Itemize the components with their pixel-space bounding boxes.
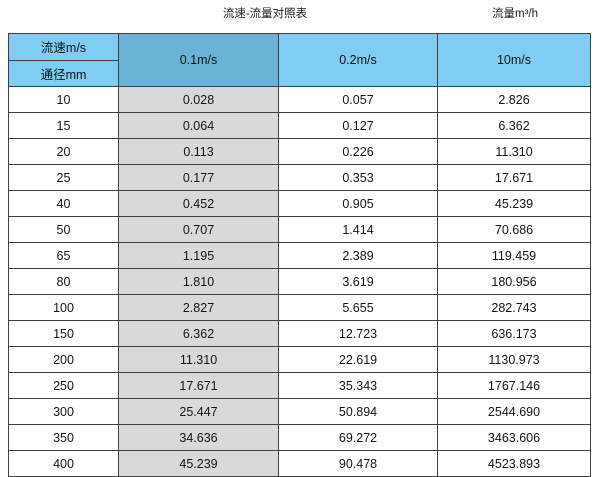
table-row: 65 1.195 2.389 119.459 [8, 242, 591, 269]
cell-diameter: 20 [8, 138, 119, 165]
cell-flow-3: 2544.690 [437, 398, 591, 425]
cell-flow-2: 35.343 [278, 372, 438, 399]
cell-diameter: 25 [8, 164, 119, 191]
cell-diameter: 350 [8, 424, 119, 451]
cell-flow-2: 0.353 [278, 164, 438, 191]
cell-flow-1: 0.113 [118, 138, 279, 165]
cell-diameter: 150 [8, 320, 119, 347]
table-row: 250 17.671 35.343 1767.146 [8, 372, 591, 399]
caption-row: 流速-流量对照表 流量m³/h [0, 0, 600, 33]
cell-diameter: 250 [8, 372, 119, 399]
cell-flow-2: 5.655 [278, 294, 438, 321]
table-row: 350 34.636 69.272 3463.606 [8, 424, 591, 451]
cell-flow-1: 0.177 [118, 164, 279, 191]
cell-flow-2: 1.414 [278, 216, 438, 243]
cell-flow-2: 0.127 [278, 112, 438, 139]
table-row: 80 1.810 3.619 180.956 [8, 268, 591, 295]
table-row: 150 6.362 12.723 636.173 [8, 320, 591, 347]
cell-diameter: 50 [8, 216, 119, 243]
cell-flow-1: 1.195 [118, 242, 279, 269]
cell-diameter: 400 [8, 450, 119, 477]
page-title: 流速-流量对照表 [222, 8, 308, 20]
cell-flow-3: 70.686 [437, 216, 591, 243]
table-row: 15 0.064 0.127 6.362 [8, 112, 591, 139]
cell-flow-3: 11.310 [437, 138, 591, 165]
table-row: 50 0.707 1.414 70.686 [8, 216, 591, 243]
cell-flow-2: 12.723 [278, 320, 438, 347]
cell-flow-2: 2.389 [278, 242, 438, 269]
table-row: 200 11.310 22.619 1130.973 [8, 346, 591, 373]
cell-flow-3: 3463.606 [437, 424, 591, 451]
cell-flow-1: 25.447 [118, 398, 279, 425]
cell-flow-3: 17.671 [437, 164, 591, 191]
table-row: 400 45.239 90.478 4523.893 [8, 450, 591, 477]
cell-flow-2: 50.894 [278, 398, 438, 425]
cell-flow-3: 119.459 [437, 242, 591, 269]
cell-flow-3: 282.743 [437, 294, 591, 321]
cell-flow-1: 2.827 [118, 294, 279, 321]
cell-diameter: 200 [8, 346, 119, 373]
header-diameter-label: 通径mm [8, 59, 119, 87]
cell-flow-2: 69.272 [278, 424, 438, 451]
table-header-row-1: 流速m/s 0.1m/s 0.2m/s 10m/s [8, 33, 591, 87]
cell-flow-3: 1130.973 [437, 346, 591, 373]
cell-flow-3: 6.362 [437, 112, 591, 139]
cell-flow-2: 22.619 [278, 346, 438, 373]
table-row: 20 0.113 0.226 11.310 [8, 138, 591, 165]
table-row: 10 0.028 0.057 2.826 [8, 86, 591, 113]
cell-flow-3: 636.173 [437, 320, 591, 347]
cell-flow-1: 0.452 [118, 190, 279, 217]
header-col-velocity-1: 0.1m/s [118, 33, 279, 87]
cell-diameter: 15 [8, 112, 119, 139]
cell-diameter: 40 [8, 190, 119, 217]
header-velocity-label: 流速m/s [8, 33, 119, 61]
table-row: 100 2.827 5.655 282.743 [8, 294, 591, 321]
table-row: 40 0.452 0.905 45.239 [8, 190, 591, 217]
cell-flow-1: 1.810 [118, 268, 279, 295]
cell-flow-1: 0.028 [118, 86, 279, 113]
cell-flow-1: 0.707 [118, 216, 279, 243]
cell-flow-3: 1767.146 [437, 372, 591, 399]
cell-flow-1: 6.362 [118, 320, 279, 347]
cell-flow-3: 45.239 [437, 190, 591, 217]
cell-flow-2: 0.226 [278, 138, 438, 165]
header-col-velocity-3: 10m/s [437, 33, 591, 87]
cell-diameter: 300 [8, 398, 119, 425]
table-row: 25 0.177 0.353 17.671 [8, 164, 591, 191]
cell-flow-1: 34.636 [118, 424, 279, 451]
flow-rate-table: 流速m/s 0.1m/s 0.2m/s 10m/s 通径mm 10 0.028 0.… [8, 33, 591, 477]
cell-flow-1: 11.310 [118, 346, 279, 373]
cell-diameter: 65 [8, 242, 119, 269]
cell-flow-3: 4523.893 [437, 450, 591, 477]
header-col-velocity-2: 0.2m/s [278, 33, 438, 87]
cell-flow-2: 0.905 [278, 190, 438, 217]
cell-flow-3: 2.826 [437, 86, 591, 113]
table-header: 流速m/s 0.1m/s 0.2m/s 10m/s 通径mm [8, 33, 591, 87]
cell-flow-1: 17.671 [118, 372, 279, 399]
cell-flow-3: 180.956 [437, 268, 591, 295]
table-row: 300 25.447 50.894 2544.690 [8, 398, 591, 425]
cell-flow-2: 0.057 [278, 86, 438, 113]
table-body: 10 0.028 0.057 2.826 15 0.064 0.127 6.362 20 0.11… [8, 86, 591, 477]
cell-flow-1: 45.239 [118, 450, 279, 477]
cell-flow-2: 3.619 [278, 268, 438, 295]
cell-diameter: 10 [8, 86, 119, 113]
cell-flow-2: 90.478 [278, 450, 438, 477]
cell-diameter: 100 [8, 294, 119, 321]
unit-label: 流量m³/h [492, 8, 538, 20]
cell-diameter: 80 [8, 268, 119, 295]
cell-flow-1: 0.064 [118, 112, 279, 139]
table-header-row-2: 通径mm [8, 59, 591, 87]
